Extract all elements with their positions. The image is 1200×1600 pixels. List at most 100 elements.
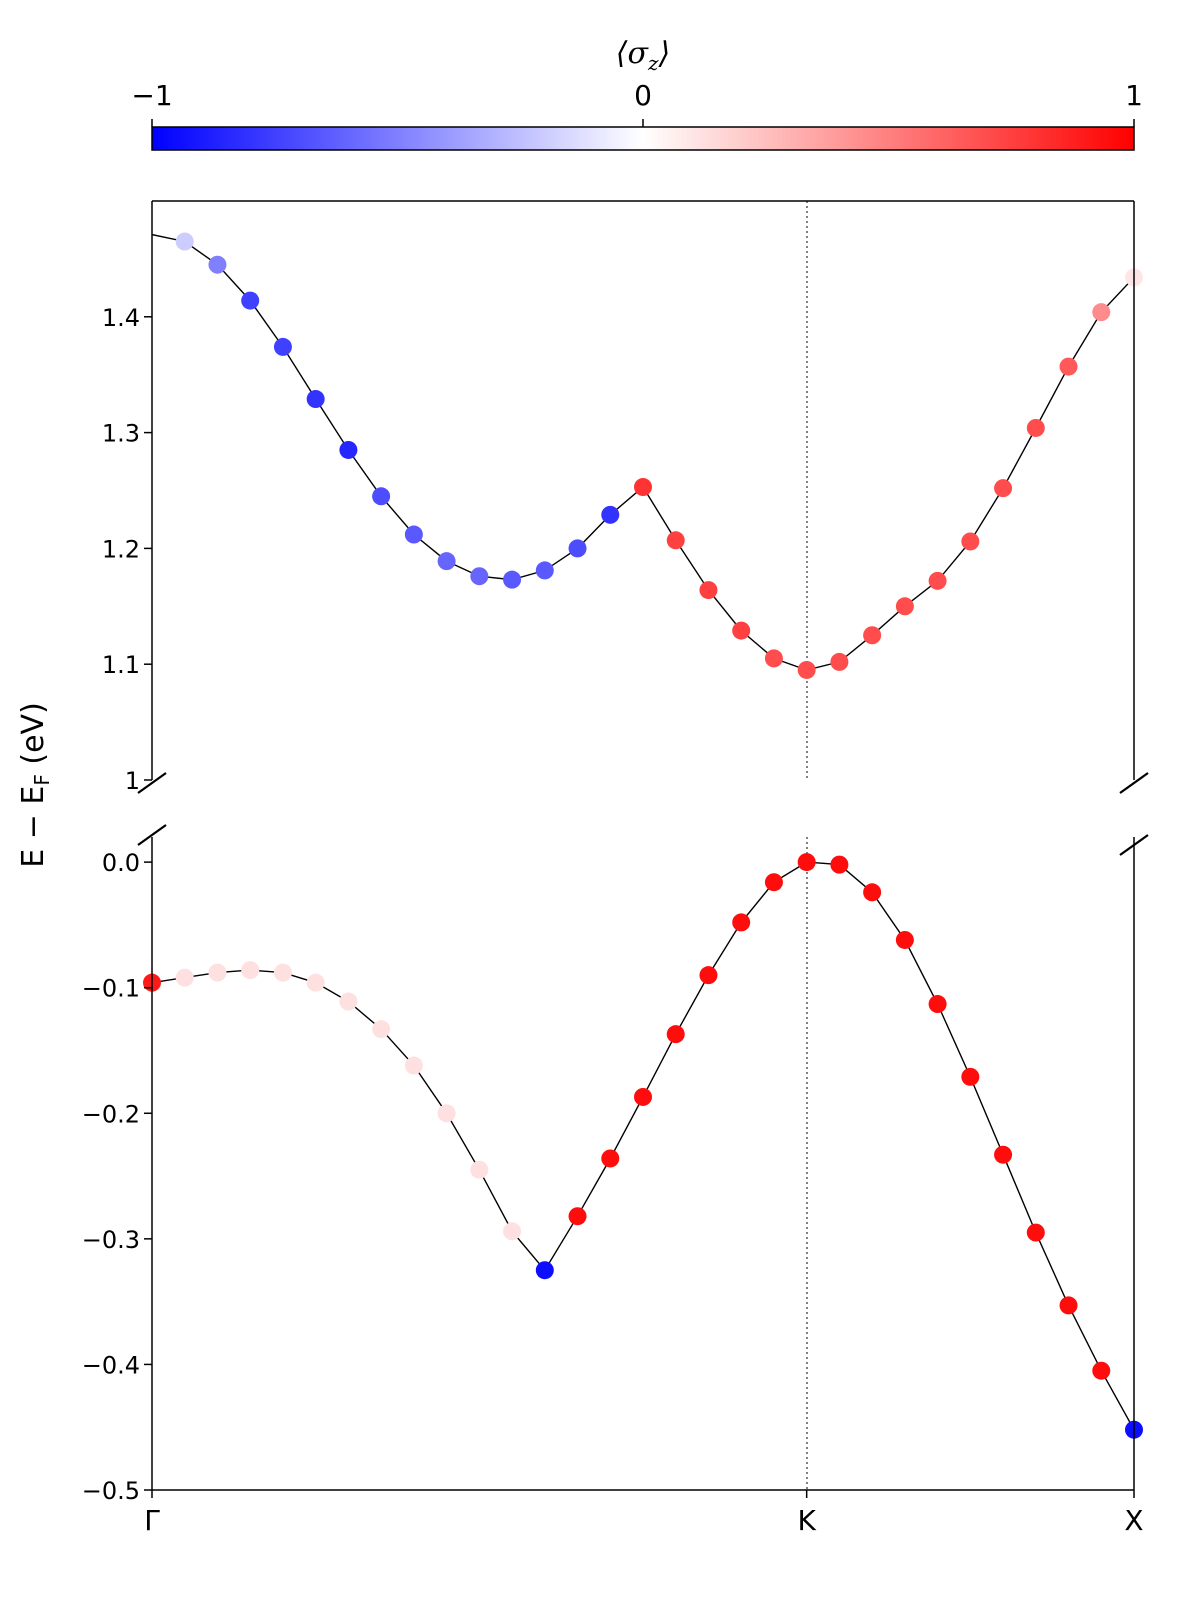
colorbar-title-sub: z xyxy=(647,51,659,75)
band-point xyxy=(470,567,489,586)
band-point xyxy=(241,961,260,980)
y-tick-label: 1.3 xyxy=(102,420,140,448)
band-point xyxy=(732,913,751,932)
y-axis-label-unit: (eV) xyxy=(16,702,51,774)
band-point xyxy=(994,1145,1013,1164)
band-point xyxy=(437,1104,456,1123)
band-point xyxy=(535,1261,554,1280)
colorbar-tick-label: 0 xyxy=(634,79,652,112)
band-point xyxy=(1092,1361,1111,1380)
band-point xyxy=(372,1020,391,1039)
y-tick-label: −0.4 xyxy=(82,1351,140,1379)
band-point xyxy=(764,649,783,668)
y-axis-label: E − EF (eV) xyxy=(16,702,54,868)
band-point xyxy=(1026,1223,1045,1242)
colorbar-tick-label: −1 xyxy=(131,79,172,112)
band-point xyxy=(273,963,292,982)
colorbar-title-sigma: σ xyxy=(627,36,649,71)
band-point xyxy=(601,1149,620,1168)
band-point xyxy=(863,883,882,902)
band-point xyxy=(666,531,685,550)
y-tick-label: −0.1 xyxy=(82,975,140,1003)
x-tick-label: K xyxy=(797,1504,816,1537)
break-mark-lower-left xyxy=(137,824,167,846)
band-point xyxy=(666,1025,685,1044)
lower-y-axis: 0.0 −0.1 −0.2 −0.3 −0.4 −0.5 xyxy=(82,849,152,1505)
band-point xyxy=(437,552,456,571)
band-point xyxy=(961,1067,980,1086)
y-tick-label: 1 xyxy=(125,767,140,795)
upper-y-axis: 1 1.1 1.2 1.3 1.4 xyxy=(102,304,152,795)
band-point xyxy=(797,853,816,872)
band-point xyxy=(797,660,816,679)
band-point xyxy=(306,390,325,409)
lower-band-line xyxy=(152,861,1134,1431)
band-point xyxy=(175,968,194,987)
band-point xyxy=(404,525,423,544)
band-point xyxy=(1026,418,1045,437)
band-point xyxy=(208,963,227,982)
band-point xyxy=(601,505,620,524)
band-point xyxy=(1059,1296,1078,1315)
band-point xyxy=(961,532,980,551)
band-point xyxy=(830,855,849,874)
band-point xyxy=(503,570,522,589)
x-tick-label: Γ xyxy=(144,1504,160,1537)
band-point xyxy=(241,291,260,310)
band-point xyxy=(699,581,718,600)
band-point xyxy=(928,571,947,590)
colorbar-title-open: ⟨ xyxy=(616,36,628,71)
band-point xyxy=(535,561,554,580)
band-point xyxy=(764,873,783,892)
band-point xyxy=(634,1087,652,1106)
upper-band-line xyxy=(152,233,1134,671)
band-point xyxy=(568,539,587,558)
lower-panel: 0.0 −0.1 −0.2 −0.3 −0.4 −0.5 Γ K X xyxy=(82,837,1144,1537)
band-point xyxy=(863,626,882,645)
band-point xyxy=(404,1056,423,1075)
band-point xyxy=(568,1207,587,1226)
y-axis-label-subscript: F xyxy=(30,774,54,786)
band-point xyxy=(273,337,292,356)
band-point xyxy=(928,995,947,1014)
band-point xyxy=(732,621,751,640)
colorbar-title-close: ⟩ xyxy=(658,36,671,71)
band-point xyxy=(208,255,227,274)
break-mark-upper-right xyxy=(1119,772,1149,794)
y-axis-label-main: E − E xyxy=(16,786,51,868)
band-point xyxy=(372,487,391,506)
colorbar-gradient xyxy=(151,126,1135,151)
colorbar: ⟨σz⟩ −1 0 1 xyxy=(131,36,1143,151)
band-point xyxy=(634,478,652,497)
x-tick-label: X xyxy=(1124,1504,1143,1537)
break-mark-upper-left xyxy=(137,772,167,794)
band-point xyxy=(175,232,194,251)
upper-band-points xyxy=(175,232,1143,679)
band-line xyxy=(152,861,1134,1431)
band-point xyxy=(339,992,358,1011)
band-point xyxy=(699,966,718,985)
upper-panel: 1 1.1 1.2 1.3 1.4 xyxy=(102,200,1143,795)
y-tick-label: 1.2 xyxy=(102,535,140,563)
band-point xyxy=(895,597,914,616)
y-tick-label: −0.2 xyxy=(82,1100,140,1128)
band-point xyxy=(470,1160,489,1179)
band-point xyxy=(1092,303,1111,322)
band-point xyxy=(994,479,1013,498)
y-tick-label: −0.5 xyxy=(82,1477,140,1505)
band-point xyxy=(895,930,914,949)
lower-band-points xyxy=(143,853,1143,1439)
colorbar-ticks: −1 0 1 xyxy=(131,79,1143,127)
colorbar-title: ⟨σz⟩ xyxy=(616,36,670,75)
band-point xyxy=(503,1222,522,1241)
band-line xyxy=(152,233,1134,671)
y-tick-label: −0.3 xyxy=(82,1226,140,1254)
band-point xyxy=(339,440,358,459)
band-point xyxy=(306,973,325,992)
y-tick-label: 0.0 xyxy=(102,849,140,877)
band-point xyxy=(1059,357,1078,376)
colorbar-tick-label: 1 xyxy=(1125,79,1143,112)
